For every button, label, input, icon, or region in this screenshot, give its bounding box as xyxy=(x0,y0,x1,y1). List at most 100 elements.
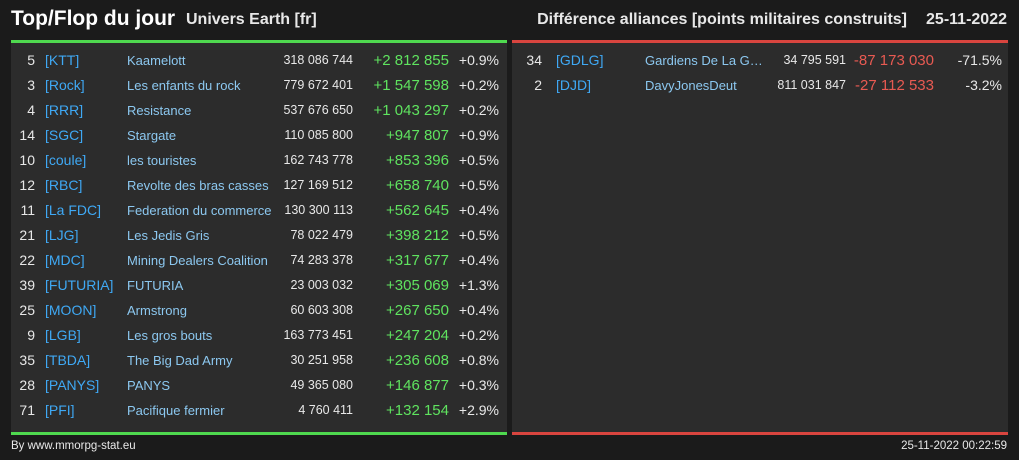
military-points: 30 251 958 xyxy=(290,353,353,367)
military-points: 779 672 401 xyxy=(283,78,353,92)
alliance-name[interactable]: Federation du commerce xyxy=(127,203,272,218)
alliance-rank: 34 xyxy=(526,52,542,68)
points-difference: +2 812 855 xyxy=(373,52,450,69)
alliance-name[interactable]: les touristes xyxy=(127,153,197,168)
percent-change: +0.8% xyxy=(458,352,499,368)
military-points: 127 169 512 xyxy=(283,178,353,192)
alliance-name[interactable]: Armstrong xyxy=(127,303,187,318)
military-points: 4 760 411 xyxy=(298,403,353,417)
gainer-row: 22 [MDC] Mining Dealers Coalition 74 283 37… xyxy=(11,248,507,273)
points-difference: +267 650 xyxy=(386,302,449,319)
alliance-tag[interactable]: [MOON] xyxy=(45,302,97,318)
military-points: 74 283 378 xyxy=(290,253,353,267)
alliance-name[interactable]: DavyJonesDeut xyxy=(645,78,737,93)
alliance-rank: 22 xyxy=(19,252,35,268)
military-points: 60 603 308 xyxy=(290,303,353,317)
percent-change: -71.5% xyxy=(957,52,1002,68)
alliance-tag[interactable]: [LJG] xyxy=(45,227,79,243)
alliance-rank: 4 xyxy=(27,102,35,118)
alliance-tag[interactable]: [Rock] xyxy=(45,77,85,93)
alliance-rank: 12 xyxy=(19,177,35,193)
header-date: 25-11-2022 xyxy=(926,11,1007,28)
alliance-name[interactable]: Gardiens De La Gal... xyxy=(645,53,767,68)
alliance-tag[interactable]: [MDC] xyxy=(45,252,85,268)
alliance-rank: 39 xyxy=(19,277,35,293)
alliance-name[interactable]: Revolte des bras casses xyxy=(127,178,269,193)
alliance-name[interactable]: Resistance xyxy=(127,103,192,118)
alliance-name[interactable]: FUTURIA xyxy=(127,278,184,293)
alliance-name[interactable]: Les gros bouts xyxy=(127,328,213,343)
alliance-name[interactable]: Les enfants du rock xyxy=(127,78,241,93)
alliance-tag[interactable]: [coule] xyxy=(45,152,87,168)
alliance-name[interactable]: Pacifique fermier xyxy=(127,403,225,418)
alliance-tag[interactable]: [RRR] xyxy=(45,102,84,118)
alliance-tag[interactable]: [RBC] xyxy=(45,177,83,193)
top-losers-panel: 34 [GDLG] Gardiens De La Gal... 34 795 591-… xyxy=(512,40,1008,435)
alliance-tag[interactable]: [KTT] xyxy=(45,52,80,68)
points-difference: +1 547 598 xyxy=(373,77,450,94)
points-difference: -87 173 030 xyxy=(853,52,934,69)
alliance-name[interactable]: Les Jedis Gris xyxy=(127,228,210,243)
alliance-tag[interactable]: [PANYS] xyxy=(45,377,100,393)
percent-change: +0.2% xyxy=(458,102,499,118)
military-points: 130 300 113 xyxy=(284,203,353,217)
source-credit: By www.mmorpg-stat.eu xyxy=(11,440,136,452)
points-difference: +317 677 xyxy=(386,252,449,269)
alliance-rank: 10 xyxy=(19,152,35,168)
gainer-row: 3 [Rock] Les enfants du rock 779 672 401 +1 … xyxy=(11,73,507,98)
percent-change: +0.5% xyxy=(458,177,499,193)
alliance-rank: 9 xyxy=(27,327,35,343)
alliance-tag[interactable]: [DJD] xyxy=(556,77,591,93)
gainer-row: 10 [coule] les touristes 162 743 778 +853 39… xyxy=(11,148,507,173)
universe-label: Univers Earth [fr] xyxy=(186,11,317,28)
loser-row: 34 [GDLG] Gardiens De La Gal... 34 795 591-… xyxy=(512,48,1008,73)
alliance-name[interactable]: Kaamelott xyxy=(127,53,186,68)
alliance-tag[interactable]: [GDLG] xyxy=(556,52,604,68)
footer: By www.mmorpg-stat.eu 25-11-2022 00:22:5… xyxy=(0,436,1019,460)
generated-timestamp: 25-11-2022 00:22:59 xyxy=(901,440,1007,452)
alliance-name[interactable]: Mining Dealers Coalition xyxy=(127,253,268,268)
points-difference: -27 112 533 xyxy=(855,77,934,94)
page-title: Top/Flop du jour xyxy=(11,7,176,30)
alliance-name[interactable]: Stargate xyxy=(127,128,177,143)
gainer-row: 4 [RRR] Resistance 537 676 650 +1 043 297 +0.… xyxy=(11,98,507,123)
percent-change: +0.2% xyxy=(458,327,499,343)
military-points: 23 003 032 xyxy=(290,278,353,292)
top-gainers-panel: 5 [KTT] Kaamelott 318 086 744 +2 812 855 +0.9… xyxy=(11,40,507,435)
alliance-tag[interactable]: [SGC] xyxy=(45,127,84,143)
gainer-row: 28 [PANYS] PANYS 49 365 080 +146 877 +0.3% xyxy=(11,373,507,398)
alliance-tag[interactable]: [FUTURIA] xyxy=(45,277,114,293)
percent-change: -3.2% xyxy=(965,77,1002,93)
alliance-name[interactable]: PANYS xyxy=(127,378,171,393)
points-difference: +658 740 xyxy=(386,177,449,194)
gainer-row: 5 [KTT] Kaamelott 318 086 744 +2 812 855 +0.9… xyxy=(11,48,507,73)
alliance-rank: 25 xyxy=(19,302,35,318)
gainer-row: 14 [SGC] Stargate 110 085 800 +947 807 +0.9% xyxy=(11,123,507,148)
military-points: 162 743 778 xyxy=(283,153,353,167)
gainer-row: 35 [TBDA] The Big Dad Army 30 251 958 +236 6… xyxy=(11,348,507,373)
military-points: 34 795 591 xyxy=(783,53,846,67)
alliance-name[interactable]: The Big Dad Army xyxy=(127,353,233,368)
gainer-row: 11 [La FDC] Federation du commerce 130 300 … xyxy=(11,198,507,223)
alliance-rank: 14 xyxy=(19,127,35,143)
alliance-rank: 21 xyxy=(19,227,35,243)
points-difference: +562 645 xyxy=(386,202,449,219)
alliance-tag[interactable]: [La FDC] xyxy=(45,202,102,218)
gainer-row: 9 [LGB] Les gros bouts 163 773 451 +247 204 +… xyxy=(11,323,507,348)
military-points: 78 022 479 xyxy=(290,228,353,242)
alliance-tag[interactable]: [PFI] xyxy=(45,402,75,418)
alliance-tag[interactable]: [TBDA] xyxy=(45,352,91,368)
percent-change: +0.9% xyxy=(458,127,499,143)
percent-change: +1.3% xyxy=(458,277,499,293)
points-difference: +236 608 xyxy=(386,352,449,369)
gainer-row: 39 [FUTURIA] FUTURIA 23 003 032 +305 069 +1.3… xyxy=(11,273,507,298)
military-points: 318 086 744 xyxy=(283,53,353,67)
military-points: 163 773 451 xyxy=(283,328,353,342)
military-points: 537 676 650 xyxy=(283,103,353,117)
percent-change: +0.4% xyxy=(458,202,499,218)
percent-change: +0.4% xyxy=(458,302,499,318)
military-points: 110 085 800 xyxy=(284,128,353,142)
military-points: 811 031 847 xyxy=(777,78,846,92)
percent-change: +0.4% xyxy=(458,252,499,268)
alliance-tag[interactable]: [LGB] xyxy=(45,327,81,343)
